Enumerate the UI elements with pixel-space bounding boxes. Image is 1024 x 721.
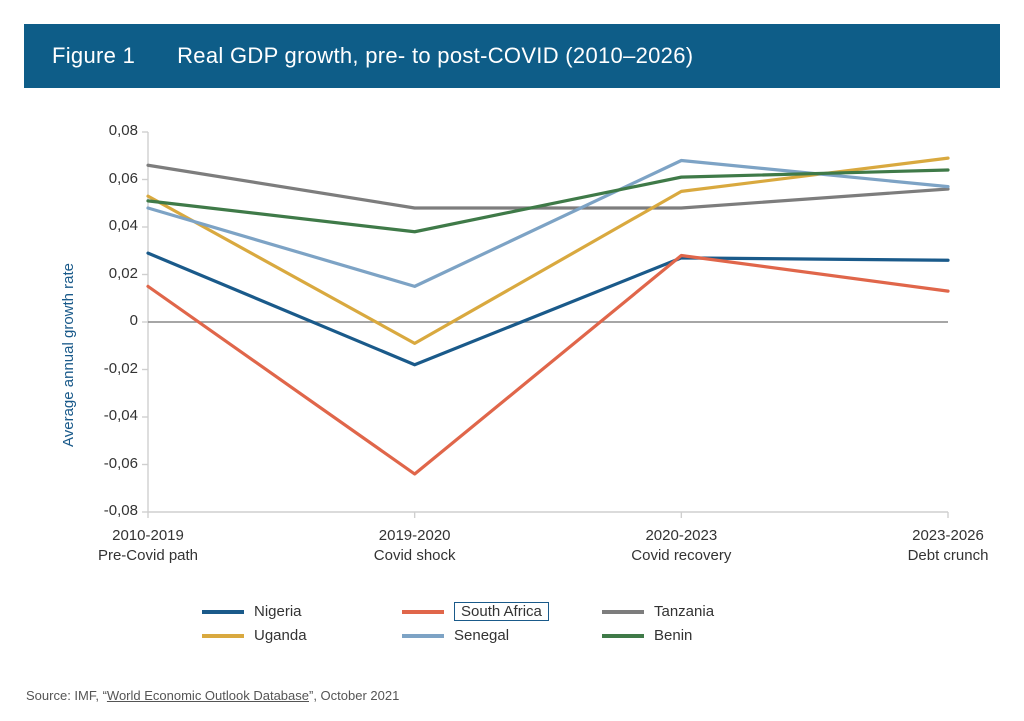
- legend-item: Nigeria: [202, 602, 392, 621]
- legend-swatch: [402, 610, 444, 614]
- source-citation: Source: IMF, “World Economic Outlook Dat…: [26, 688, 399, 703]
- x-tick-label: 2010-2019Pre-Covid path: [68, 526, 228, 567]
- legend-swatch: [602, 610, 644, 614]
- y-tick-label: 0,08: [78, 122, 138, 139]
- legend-item: Uganda: [202, 627, 392, 644]
- legend-item: South Africa: [402, 602, 592, 621]
- source-link[interactable]: World Economic Outlook Database: [107, 688, 309, 703]
- line-chart-svg: [24, 100, 1000, 661]
- legend-label: Nigeria: [254, 603, 302, 620]
- source-prefix: Source: IMF, “: [26, 688, 107, 703]
- legend-label: Tanzania: [654, 603, 714, 620]
- legend: Nigeria South Africa Tanzania Uganda Senegal…: [202, 602, 822, 644]
- legend-swatch: [402, 634, 444, 638]
- legend-item: Tanzania: [602, 602, 792, 621]
- y-tick-label: -0,08: [78, 502, 138, 519]
- y-tick-label: 0,02: [78, 265, 138, 282]
- y-tick-label: 0,06: [78, 170, 138, 187]
- y-tick-label: -0,04: [78, 407, 138, 424]
- y-axis-title: Average annual growth rate: [60, 263, 77, 447]
- figure-label: Figure 1: [52, 43, 135, 69]
- source-suffix: ”, October 2021: [309, 688, 399, 703]
- legend-label: South Africa: [454, 602, 549, 621]
- figure-title-bar: Figure 1 Real GDP growth, pre- to post-C…: [24, 24, 1000, 88]
- chart-area: Average annual growth rate -0,08 -0,06 -0,…: [24, 100, 1000, 661]
- y-tick-label: 0: [78, 312, 138, 329]
- legend-item: Benin: [602, 627, 792, 644]
- legend-swatch: [602, 634, 644, 638]
- legend-label: Uganda: [254, 627, 307, 644]
- figure-title: Real GDP growth, pre- to post-COVID (201…: [177, 43, 693, 69]
- legend-label: Benin: [654, 627, 692, 644]
- x-tick-label: 2020-2023Covid recovery: [601, 526, 761, 567]
- figure-container: Figure 1 Real GDP growth, pre- to post-C…: [0, 0, 1024, 721]
- legend-item: Senegal: [402, 627, 592, 644]
- y-tick-label: -0,02: [78, 360, 138, 377]
- legend-label: Senegal: [454, 627, 509, 644]
- x-tick-label: 2023-2026Debt crunch: [868, 526, 1024, 567]
- legend-swatch: [202, 634, 244, 638]
- y-tick-label: -0,06: [78, 455, 138, 472]
- x-tick-label: 2019-2020Covid shock: [335, 526, 495, 567]
- legend-swatch: [202, 610, 244, 614]
- y-tick-label: 0,04: [78, 217, 138, 234]
